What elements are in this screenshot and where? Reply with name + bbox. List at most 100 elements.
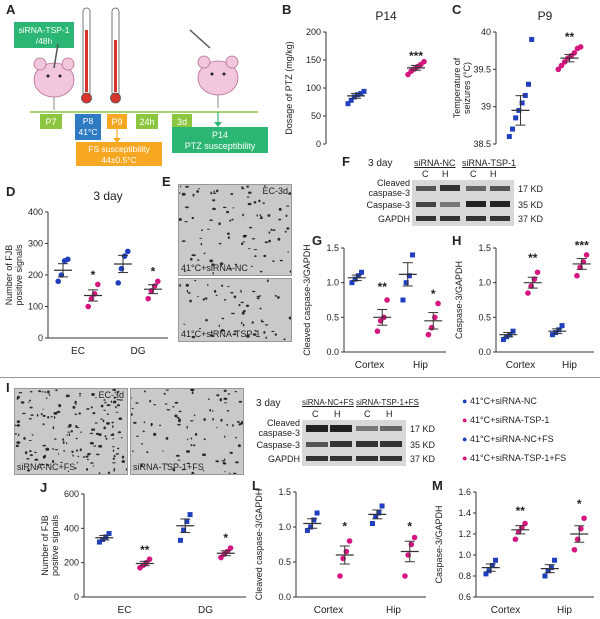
data-point bbox=[510, 328, 516, 334]
speck bbox=[70, 430, 73, 433]
speck bbox=[224, 471, 226, 473]
data-point bbox=[308, 524, 314, 530]
speck bbox=[107, 422, 109, 424]
speck bbox=[75, 467, 77, 470]
speck bbox=[237, 444, 241, 448]
speck bbox=[212, 418, 214, 421]
speck bbox=[256, 214, 258, 217]
neuron-specks bbox=[130, 387, 243, 475]
data-point bbox=[352, 276, 358, 282]
day-box-3d bbox=[172, 114, 192, 129]
speck bbox=[278, 218, 282, 221]
blot-f-group-nc: siRNA-NC bbox=[414, 158, 456, 168]
legend-label-tsp1: 41°C+siRNA-TSP-1 bbox=[469, 415, 550, 425]
legend: ● 41°C+siRNA-NC ● 41°C+siRNA-TSP-1 ● 41°… bbox=[462, 392, 598, 468]
blot-f-bands bbox=[412, 180, 514, 226]
speck bbox=[143, 421, 146, 424]
speck bbox=[234, 263, 237, 266]
speck bbox=[285, 214, 288, 218]
p14-box-line1: P14 bbox=[212, 130, 228, 140]
significance-label: ** bbox=[140, 543, 150, 557]
speck bbox=[166, 463, 168, 465]
y-axis-label: Caspase-3/GAPDH bbox=[434, 505, 444, 583]
speck bbox=[18, 392, 23, 394]
blot-k-lane-c1: C bbox=[312, 409, 319, 419]
speck bbox=[50, 416, 53, 418]
speck bbox=[112, 388, 117, 391]
speck bbox=[66, 434, 69, 436]
data-point bbox=[583, 252, 590, 258]
speck bbox=[259, 295, 262, 297]
legend-item-nc-fs: ● 41°C+siRNA-NC+FS bbox=[462, 434, 554, 444]
significance-label: *** bbox=[409, 49, 423, 63]
data-point bbox=[402, 573, 408, 579]
speck bbox=[184, 206, 189, 209]
speck bbox=[215, 460, 219, 463]
speck bbox=[89, 432, 94, 435]
data-point bbox=[526, 81, 531, 87]
speck bbox=[221, 317, 225, 320]
y-tick-label: 0.0 bbox=[278, 592, 291, 602]
speck bbox=[229, 451, 233, 454]
speck bbox=[24, 451, 28, 455]
speck bbox=[192, 254, 196, 257]
speck bbox=[216, 394, 220, 397]
timeline-diagram: siRNA-TSP-1 /48h bbox=[14, 7, 268, 166]
speck bbox=[181, 468, 185, 471]
speck bbox=[29, 454, 33, 457]
speck bbox=[28, 399, 32, 402]
speck bbox=[146, 451, 149, 454]
speck bbox=[89, 441, 94, 445]
speck bbox=[79, 448, 82, 452]
data-point bbox=[577, 44, 584, 50]
speck bbox=[231, 424, 234, 427]
x-category-label: EC bbox=[71, 346, 85, 357]
speck bbox=[62, 438, 65, 441]
data-point bbox=[345, 101, 351, 107]
speck bbox=[68, 433, 71, 436]
speck bbox=[153, 404, 156, 406]
speck bbox=[229, 472, 231, 475]
speck bbox=[192, 193, 195, 197]
speck bbox=[247, 202, 252, 206]
y-axis-label: Cleaved caspase-3/GAPDH bbox=[302, 244, 312, 356]
speck bbox=[38, 390, 41, 393]
speck bbox=[28, 401, 30, 404]
data-point bbox=[177, 537, 183, 543]
data-point bbox=[559, 323, 565, 329]
speck bbox=[241, 321, 243, 325]
data-point bbox=[542, 573, 548, 579]
speck bbox=[240, 289, 242, 293]
speck bbox=[54, 449, 59, 451]
speck bbox=[174, 401, 179, 404]
speck bbox=[46, 397, 48, 400]
speck bbox=[80, 431, 82, 434]
fs-box-line2: 44±0.5°C bbox=[101, 155, 136, 165]
speck bbox=[266, 279, 269, 283]
panel-letter-f: F bbox=[342, 154, 350, 169]
speck bbox=[194, 280, 197, 282]
speck bbox=[224, 458, 226, 461]
speck bbox=[53, 412, 58, 415]
data-point bbox=[355, 273, 361, 279]
speck bbox=[132, 450, 134, 452]
speck bbox=[223, 299, 227, 301]
p14-box-line2: PTZ susceptibility bbox=[185, 141, 256, 151]
blot-f-group-tsp1: siRNA-TSP-1 bbox=[462, 158, 517, 168]
speck bbox=[42, 455, 46, 459]
speck bbox=[62, 441, 65, 444]
speck bbox=[104, 435, 107, 438]
speck bbox=[259, 270, 263, 273]
sirna-box bbox=[14, 22, 74, 48]
blot-k-lane-h1: H bbox=[334, 409, 341, 419]
speck bbox=[34, 451, 37, 454]
y-tick-label: 1.5 bbox=[278, 487, 291, 497]
speck bbox=[226, 423, 228, 426]
chart-title: P14 bbox=[375, 9, 397, 23]
chart-d: 3 day 0 100 200 300 400 Number of FJB positive … bbox=[4, 189, 168, 357]
speck bbox=[20, 401, 25, 404]
speck bbox=[183, 270, 186, 273]
speck bbox=[202, 453, 206, 456]
western-blot-k: 3 day siRNA-NC+FS siRNA-TSP-1+FS C H C H… bbox=[246, 398, 476, 468]
speck bbox=[57, 453, 60, 455]
